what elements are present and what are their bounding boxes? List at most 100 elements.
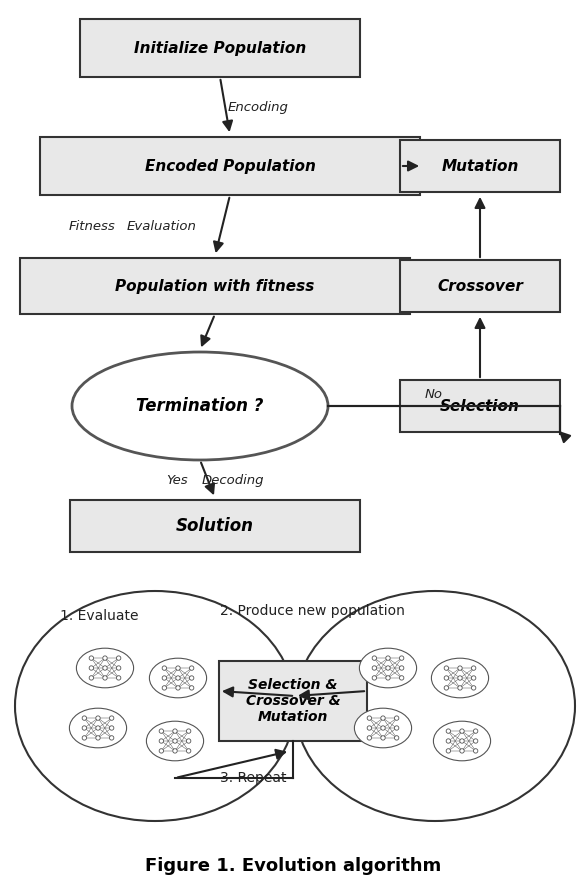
Circle shape — [367, 726, 372, 730]
Circle shape — [186, 749, 191, 754]
Text: No: No — [425, 387, 443, 401]
Circle shape — [82, 716, 87, 720]
Text: Decoding: Decoding — [202, 473, 264, 487]
Circle shape — [444, 676, 448, 680]
Text: 3. Repeat: 3. Repeat — [220, 771, 287, 785]
Circle shape — [189, 666, 194, 670]
Circle shape — [89, 656, 94, 660]
FancyBboxPatch shape — [400, 260, 560, 312]
Circle shape — [472, 676, 476, 680]
Circle shape — [159, 749, 163, 754]
Ellipse shape — [69, 708, 127, 748]
Ellipse shape — [295, 591, 575, 821]
Ellipse shape — [146, 721, 203, 761]
Circle shape — [473, 749, 478, 754]
Circle shape — [117, 666, 121, 670]
Circle shape — [458, 676, 462, 680]
Circle shape — [367, 736, 372, 740]
Text: Population with fitness: Population with fitness — [115, 279, 315, 294]
Circle shape — [458, 666, 462, 670]
Text: 2. Produce new population: 2. Produce new population — [220, 604, 405, 618]
Circle shape — [82, 736, 87, 740]
Circle shape — [159, 729, 163, 733]
Circle shape — [400, 656, 404, 660]
Circle shape — [394, 736, 399, 740]
Circle shape — [460, 749, 464, 754]
Circle shape — [110, 726, 114, 730]
Circle shape — [460, 729, 464, 733]
Ellipse shape — [355, 708, 411, 748]
Circle shape — [372, 656, 377, 660]
Circle shape — [189, 685, 194, 690]
Circle shape — [103, 656, 107, 660]
Circle shape — [472, 685, 476, 690]
Circle shape — [89, 666, 94, 670]
Circle shape — [162, 676, 166, 680]
Circle shape — [117, 676, 121, 680]
Circle shape — [162, 685, 166, 690]
Text: Yes: Yes — [166, 473, 188, 487]
Circle shape — [400, 676, 404, 680]
Circle shape — [446, 739, 451, 743]
Circle shape — [96, 716, 100, 720]
Circle shape — [186, 729, 191, 733]
FancyBboxPatch shape — [20, 258, 410, 314]
FancyBboxPatch shape — [219, 661, 367, 741]
Ellipse shape — [15, 591, 295, 821]
Circle shape — [446, 729, 451, 733]
Text: Mutation: Mutation — [441, 159, 519, 174]
Circle shape — [372, 676, 377, 680]
Circle shape — [386, 656, 390, 660]
Text: Initialize Population: Initialize Population — [134, 40, 306, 56]
Text: Solution: Solution — [176, 517, 254, 535]
Circle shape — [381, 726, 385, 730]
FancyBboxPatch shape — [40, 137, 420, 195]
Circle shape — [386, 676, 390, 680]
Text: Figure 1. Evolution algorithm: Figure 1. Evolution algorithm — [145, 857, 441, 875]
Circle shape — [176, 676, 180, 680]
FancyBboxPatch shape — [70, 500, 360, 552]
Circle shape — [394, 726, 399, 730]
Circle shape — [103, 676, 107, 680]
Circle shape — [367, 716, 372, 720]
Text: Encoded Population: Encoded Population — [145, 159, 315, 174]
Circle shape — [162, 666, 166, 670]
Circle shape — [173, 749, 177, 754]
Text: Termination ?: Termination ? — [137, 397, 264, 415]
Circle shape — [173, 729, 177, 733]
Circle shape — [176, 666, 180, 670]
Circle shape — [186, 739, 191, 743]
Circle shape — [96, 726, 100, 730]
Text: 1. Evaluate: 1. Evaluate — [60, 609, 138, 623]
Ellipse shape — [434, 721, 490, 761]
Circle shape — [460, 739, 464, 743]
Ellipse shape — [431, 659, 489, 698]
Circle shape — [473, 739, 478, 743]
Text: Selection: Selection — [440, 399, 520, 413]
Circle shape — [173, 739, 177, 743]
Circle shape — [110, 736, 114, 740]
FancyBboxPatch shape — [80, 19, 360, 77]
Circle shape — [159, 739, 163, 743]
Circle shape — [473, 729, 478, 733]
Text: Encoding: Encoding — [228, 100, 289, 114]
Circle shape — [96, 736, 100, 740]
FancyBboxPatch shape — [400, 380, 560, 432]
Circle shape — [394, 716, 399, 720]
Circle shape — [176, 685, 180, 690]
Circle shape — [89, 676, 94, 680]
Circle shape — [444, 685, 448, 690]
Circle shape — [82, 726, 87, 730]
Ellipse shape — [76, 648, 134, 688]
Text: Evaluation: Evaluation — [127, 220, 197, 233]
Circle shape — [189, 676, 194, 680]
Circle shape — [103, 666, 107, 670]
Ellipse shape — [149, 659, 207, 698]
Text: Fitness: Fitness — [68, 220, 115, 233]
Ellipse shape — [72, 352, 328, 460]
Circle shape — [386, 666, 390, 670]
Circle shape — [400, 666, 404, 670]
Circle shape — [372, 666, 377, 670]
Text: Selection &
Crossover &
Mutation: Selection & Crossover & Mutation — [246, 677, 340, 724]
Circle shape — [117, 656, 121, 660]
